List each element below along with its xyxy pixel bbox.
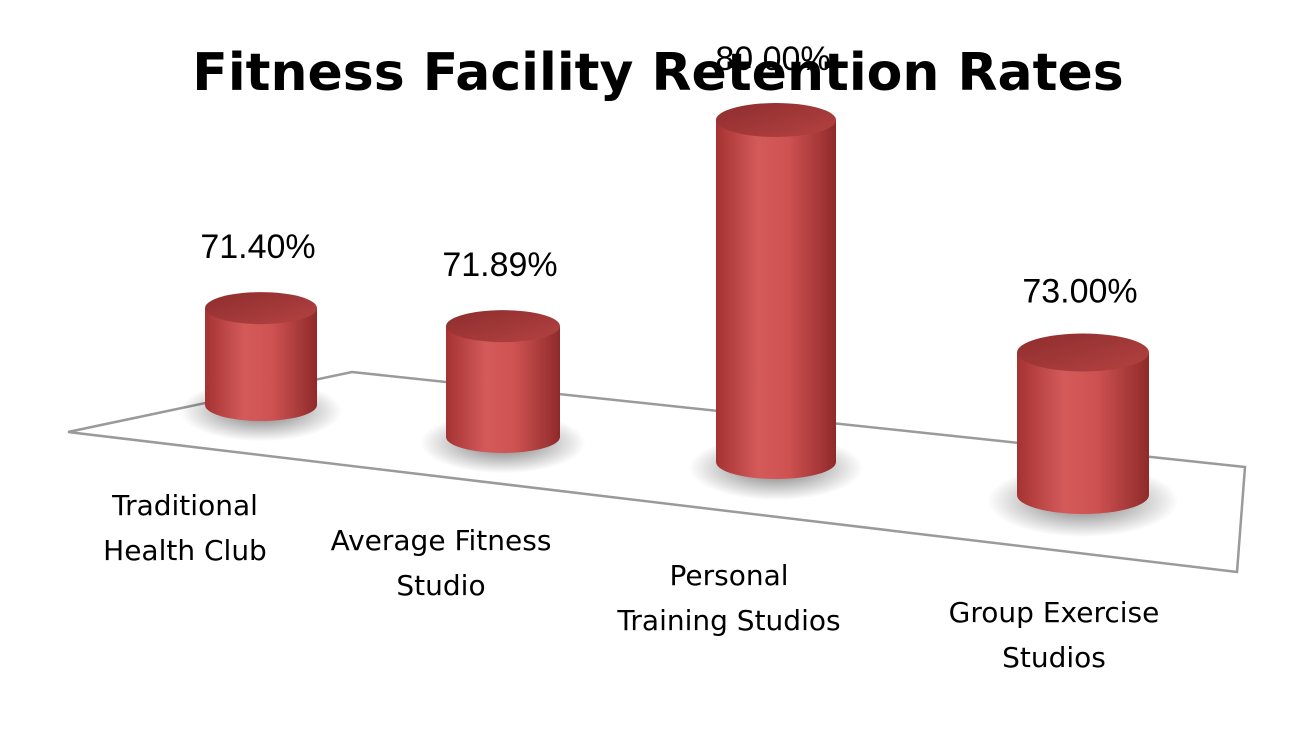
category-labels-group: Traditional Health Club Average Fitness Stu… [103, 489, 1159, 674]
category-label-line: Traditional [111, 489, 258, 522]
bar-body [205, 308, 317, 421]
category-label: Group Exercise Studios [949, 596, 1160, 674]
chart-title: Fitness Facility Retention Rates [192, 43, 1123, 103]
value-labels-group: 71.40% 71.89% 80.00% 73.00% [200, 40, 1137, 311]
value-label: 73.00% [1022, 273, 1137, 311]
category-label: Traditional Health Club [103, 489, 267, 567]
category-label: Personal Training Studios [616, 559, 840, 637]
bar-top [446, 310, 560, 343]
value-label: 71.89% [442, 246, 557, 284]
bar-4 [987, 333, 1179, 538]
bar-top [716, 103, 836, 137]
bar-top [1017, 333, 1149, 372]
bars-group [179, 103, 1179, 538]
category-label-line: Group Exercise [949, 596, 1160, 629]
bar-1 [179, 292, 343, 442]
bar-body [1017, 352, 1149, 514]
bar-body [446, 326, 560, 453]
bar-top [205, 292, 317, 325]
bar-3 [689, 103, 863, 501]
category-label-line: Health Club [103, 534, 267, 567]
category-label-line: Average Fitness [331, 524, 552, 557]
category-label-line: Personal [669, 559, 788, 592]
category-label-line: Studio [396, 569, 485, 602]
category-label-line: Studios [1002, 641, 1106, 674]
value-label: 71.40% [200, 228, 315, 266]
bar-2 [420, 310, 586, 474]
category-label: Average Fitness Studio [331, 524, 552, 602]
category-label-line: Training Studios [616, 604, 840, 637]
bar-body [716, 120, 836, 479]
value-label: 80.00% [715, 40, 830, 78]
